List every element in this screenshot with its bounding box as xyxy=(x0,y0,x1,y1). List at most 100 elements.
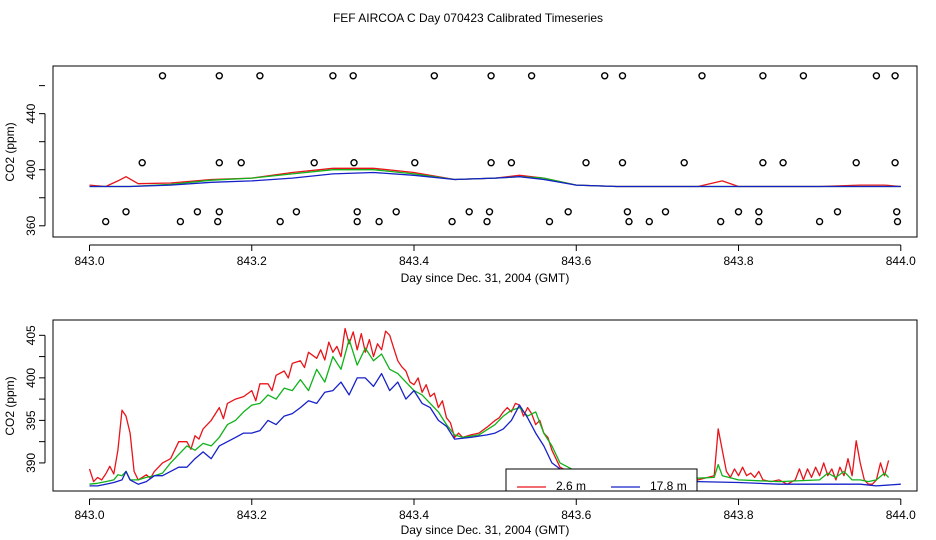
legend-label-2-6m: 2.6 m xyxy=(556,479,586,493)
bottom-x-tick-label: 843.8 xyxy=(724,508,754,522)
bottom-y-tick-label: 400 xyxy=(24,368,38,388)
top-point-marker xyxy=(329,72,337,80)
top-point-marker xyxy=(527,72,536,80)
top-point-marker xyxy=(891,158,899,167)
bottom-series-10-9-m xyxy=(89,338,890,485)
top-y-tick-label: 360 xyxy=(24,215,38,235)
top-point-marker xyxy=(215,208,224,216)
top-point-marker xyxy=(545,217,554,226)
top-point-marker xyxy=(237,158,245,167)
top-point-marker xyxy=(717,217,725,226)
top-x-tick-label: 843.0 xyxy=(74,254,104,268)
top-point-marker xyxy=(375,217,383,226)
bottom-x-tick-label: 843.2 xyxy=(237,508,267,522)
top-point-marker xyxy=(779,158,787,167)
top-point-marker xyxy=(833,208,842,216)
top-point-marker xyxy=(799,72,808,80)
top-point-marker xyxy=(292,208,301,216)
bottom-x-tick-label: 843.0 xyxy=(74,508,104,522)
top-panel: 843.0 843.2 843.4 843.6 843.8 844.0360400440 … xyxy=(3,65,918,285)
top-y-axis-label: CO2 (ppm) xyxy=(3,122,17,181)
top-point-marker xyxy=(487,72,495,80)
top-point-marker xyxy=(755,208,763,216)
top-point-marker xyxy=(310,158,318,167)
top-point-marker xyxy=(891,72,899,80)
top-point-marker xyxy=(213,217,222,226)
top-point-marker xyxy=(872,72,881,80)
top-point-marker xyxy=(698,72,706,80)
top-point-marker xyxy=(101,217,110,226)
top-point-marker xyxy=(487,158,495,167)
top-point-marker xyxy=(582,158,590,167)
bottom-y-axis-label: CO2 (ppm) xyxy=(3,376,17,435)
top-point-marker xyxy=(353,208,361,216)
top-x-tick-label: 843.2 xyxy=(237,254,267,268)
bottom-plot-frame xyxy=(52,319,918,492)
top-point-marker xyxy=(158,72,167,80)
top-point-marker xyxy=(349,72,357,80)
top-point-marker xyxy=(564,208,572,216)
bottom-y-tick-label: 395 xyxy=(24,410,38,430)
top-y-tick-label: 400 xyxy=(24,159,38,179)
legend-label-17-8m: 17.8 m xyxy=(650,479,687,493)
bottom-y-tick-label: 405 xyxy=(24,325,38,345)
top-point-marker xyxy=(122,208,130,216)
top-point-marker xyxy=(430,72,438,80)
top-point-marker xyxy=(392,208,400,216)
top-point-marker xyxy=(893,208,901,216)
top-point-marker xyxy=(138,158,146,167)
top-point-marker xyxy=(448,217,456,226)
top-point-marker xyxy=(485,208,494,216)
top-point-marker xyxy=(193,208,202,216)
top-x-tick-label: 843.6 xyxy=(561,254,591,268)
chart-title: FEF AIRCOA C Day 070423 Calibrated Times… xyxy=(333,11,603,25)
bottom-x-tick-label: 844.0 xyxy=(886,508,916,522)
top-point-marker xyxy=(625,217,633,226)
bottom-x-tick-label: 843.4 xyxy=(399,508,429,522)
bottom-plot-area xyxy=(88,327,901,487)
top-point-marker xyxy=(661,208,670,216)
top-x-tick-label: 843.8 xyxy=(724,254,754,268)
top-series xyxy=(89,72,902,226)
top-point-marker xyxy=(759,158,767,167)
top-point-marker xyxy=(618,158,627,167)
bottom-panel: 2.6 m 17.8 m 843.0 843.2 843.4 843.6 843.8 84… xyxy=(3,319,918,537)
top-x-tick-label: 844.0 xyxy=(886,254,916,268)
top-point-marker xyxy=(411,158,419,167)
top-point-marker xyxy=(483,217,491,226)
top-plot-area xyxy=(89,167,901,188)
top-axes: 843.0 843.2 843.4 843.6 843.8 844.0 360 400 440 xyxy=(24,85,916,268)
top-series-2-6-m xyxy=(89,167,901,188)
bottom-series-17-8-m xyxy=(89,372,901,487)
top-point-marker xyxy=(215,72,224,80)
top-point-marker xyxy=(601,72,609,80)
top-x-tick-label: 843.4 xyxy=(399,254,429,268)
bottom-series xyxy=(88,327,901,487)
top-point-marker xyxy=(465,208,473,216)
bottom-axes: 843.0 843.2 843.4 843.6 843.8 844.0 390 395 400 4… xyxy=(24,325,916,522)
top-point-marker xyxy=(350,158,358,167)
top-point-marker xyxy=(759,72,767,80)
bottom-y-tick-label: 390 xyxy=(24,453,38,473)
top-point-marker xyxy=(893,217,902,226)
top-point-marker xyxy=(507,158,516,167)
top-point-marker xyxy=(755,217,763,226)
top-point-marker xyxy=(645,217,653,226)
top-point-marker xyxy=(815,217,824,226)
bottom-series-2-6-m xyxy=(88,327,890,485)
top-point-marker xyxy=(623,208,632,216)
top-series-17-8-m xyxy=(89,171,901,188)
top-point-marker xyxy=(256,72,264,80)
top-point-marker xyxy=(734,208,743,216)
top-point-marker xyxy=(852,158,860,167)
bottom-x-tick-label: 843.6 xyxy=(561,508,591,522)
top-point-marker xyxy=(618,72,627,80)
top-point-marker xyxy=(353,217,361,226)
top-y-tick-label: 440 xyxy=(24,103,38,123)
top-plot-frame xyxy=(52,65,918,238)
top-point-marker xyxy=(215,158,224,167)
top-x-axis-label: Day since Dec. 31, 2004 (GMT) xyxy=(401,271,570,285)
top-point-marker xyxy=(176,217,185,226)
bottom-x-axis-label: Day since Dec. 31, 2004 (GMT) xyxy=(401,523,570,537)
